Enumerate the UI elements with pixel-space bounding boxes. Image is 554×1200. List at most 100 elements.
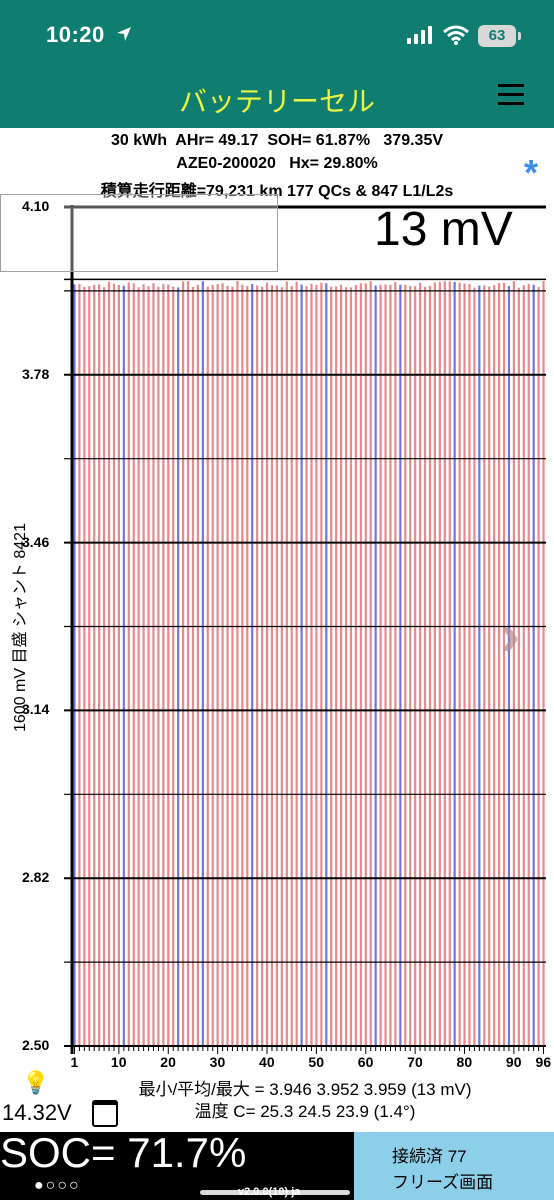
cellular-signal-icon [407, 26, 432, 44]
cell-bar [339, 284, 343, 1046]
cell-bar [112, 283, 116, 1047]
cell-bar [488, 286, 491, 1046]
cell-bar [305, 286, 308, 1046]
cell-bar [517, 287, 520, 1046]
cell-bar [537, 287, 540, 1046]
cell-bar [438, 281, 441, 1046]
cell-bar [147, 286, 150, 1046]
cell-bar [102, 287, 106, 1046]
battery-summary-line: 30 kWh AHr= 49.17 SOH= 61.87% 379.35V [110, 132, 444, 149]
y-tick-label: 2.82 [22, 869, 50, 886]
cell-bar [226, 285, 229, 1047]
cell-bar [320, 282, 323, 1046]
cell-bar [404, 284, 407, 1046]
delta-mv-readout: 13 mV [374, 203, 513, 256]
cell-bar [186, 281, 190, 1046]
cell-bar [349, 287, 353, 1046]
cell-bar [374, 285, 377, 1046]
soc-panel [0, 1132, 354, 1200]
cell-bar [428, 285, 432, 1047]
cell-bar [423, 286, 427, 1046]
cell-bar [507, 285, 511, 1047]
x-tick-label: 50 [308, 1054, 324, 1070]
cell-bar [359, 283, 362, 1047]
cell-bar [364, 283, 367, 1046]
cell-bar [236, 281, 239, 1046]
cell-bar [206, 286, 209, 1047]
cell-bar [142, 284, 145, 1046]
cell-bar [502, 282, 506, 1046]
location-arrow-icon [117, 27, 131, 41]
cell-bar [231, 286, 234, 1046]
cell-bar [83, 286, 86, 1046]
cell-bar [330, 286, 333, 1046]
cell-bar [256, 285, 259, 1046]
cell-bar [157, 286, 160, 1046]
cell-bar [167, 284, 170, 1046]
cell-bar [275, 285, 279, 1047]
cell-bar [285, 281, 288, 1046]
cell-bar [453, 281, 456, 1046]
cell-bar [181, 281, 185, 1046]
page-title: バッテリーセル [178, 85, 375, 118]
cell-bar [414, 286, 417, 1046]
cell-bar [221, 283, 224, 1046]
cell-bar [433, 282, 437, 1046]
cell-bar [418, 282, 422, 1046]
battery-tip [518, 32, 521, 40]
cell-bar [211, 284, 214, 1046]
cell-bar [107, 281, 111, 1047]
cell-bar [251, 284, 254, 1047]
cell-bar [270, 285, 274, 1046]
cell-bar [448, 281, 451, 1046]
x-tick-label: 40 [259, 1054, 275, 1070]
cell-bar [409, 285, 412, 1046]
x-tick-label: 80 [456, 1054, 473, 1070]
cell-bar [137, 287, 140, 1046]
cell-bar [369, 281, 372, 1046]
cell-bar [260, 286, 264, 1046]
cell-bar [394, 282, 397, 1046]
x-tick-label: 10 [110, 1054, 127, 1070]
temperature-readout: 温度 C= 25.3 24.5 23.9 (1.4°) [194, 1102, 416, 1121]
x-tick-label: 30 [209, 1054, 226, 1070]
cell-bar [152, 283, 155, 1046]
cell-bar [78, 283, 81, 1046]
cell-bar [468, 283, 471, 1046]
lightbulb-icon[interactable]: 💡 [22, 1070, 50, 1095]
cell-bar [458, 282, 461, 1046]
cell-bar [295, 281, 298, 1046]
y-tick-label: 3.78 [22, 365, 50, 382]
cell-bar [443, 281, 446, 1046]
cell-bar [290, 286, 293, 1046]
x-tick-label: 60 [357, 1054, 374, 1070]
cell-bar [542, 281, 545, 1046]
soc-readout: SOC= 71.7% [0, 1129, 247, 1176]
cell-bar [335, 286, 338, 1046]
cell-bar [246, 286, 249, 1046]
cell-bar [389, 284, 392, 1046]
calendar-icon[interactable] [92, 1100, 118, 1127]
connection-panel[interactable] [354, 1132, 554, 1200]
freeze-screen-label[interactable]: フリーズ画面 [392, 1173, 494, 1192]
hamburger-menu-icon[interactable] [498, 78, 524, 114]
cell-bar [162, 283, 165, 1046]
cell-bar [463, 283, 466, 1046]
cell-bar [325, 283, 328, 1046]
home-indicator [200, 1190, 350, 1195]
y-tick-label: 4.10 [22, 198, 50, 214]
cell-bar [315, 285, 318, 1047]
cell-bar [196, 284, 200, 1046]
cell-bar [300, 284, 303, 1046]
page-indicator-dots[interactable]: ●○○○ [34, 1177, 81, 1194]
x-tick-label: 90 [505, 1054, 522, 1070]
vehicle-id-line: AZE0-200020 Hx= 29.80% [176, 155, 378, 172]
cell-bar [191, 286, 195, 1046]
cell-bar [354, 284, 358, 1047]
odometer-line: 積算走行距離=79,231 km 177 QCs & 847 L1/L2s [100, 183, 454, 200]
x-tick-label: 20 [160, 1054, 176, 1070]
cell-bar [532, 284, 535, 1046]
star-icon[interactable]: * [524, 152, 539, 193]
x-tick-label: 1 [70, 1054, 79, 1070]
chevron-right-icon[interactable]: › [500, 601, 520, 668]
